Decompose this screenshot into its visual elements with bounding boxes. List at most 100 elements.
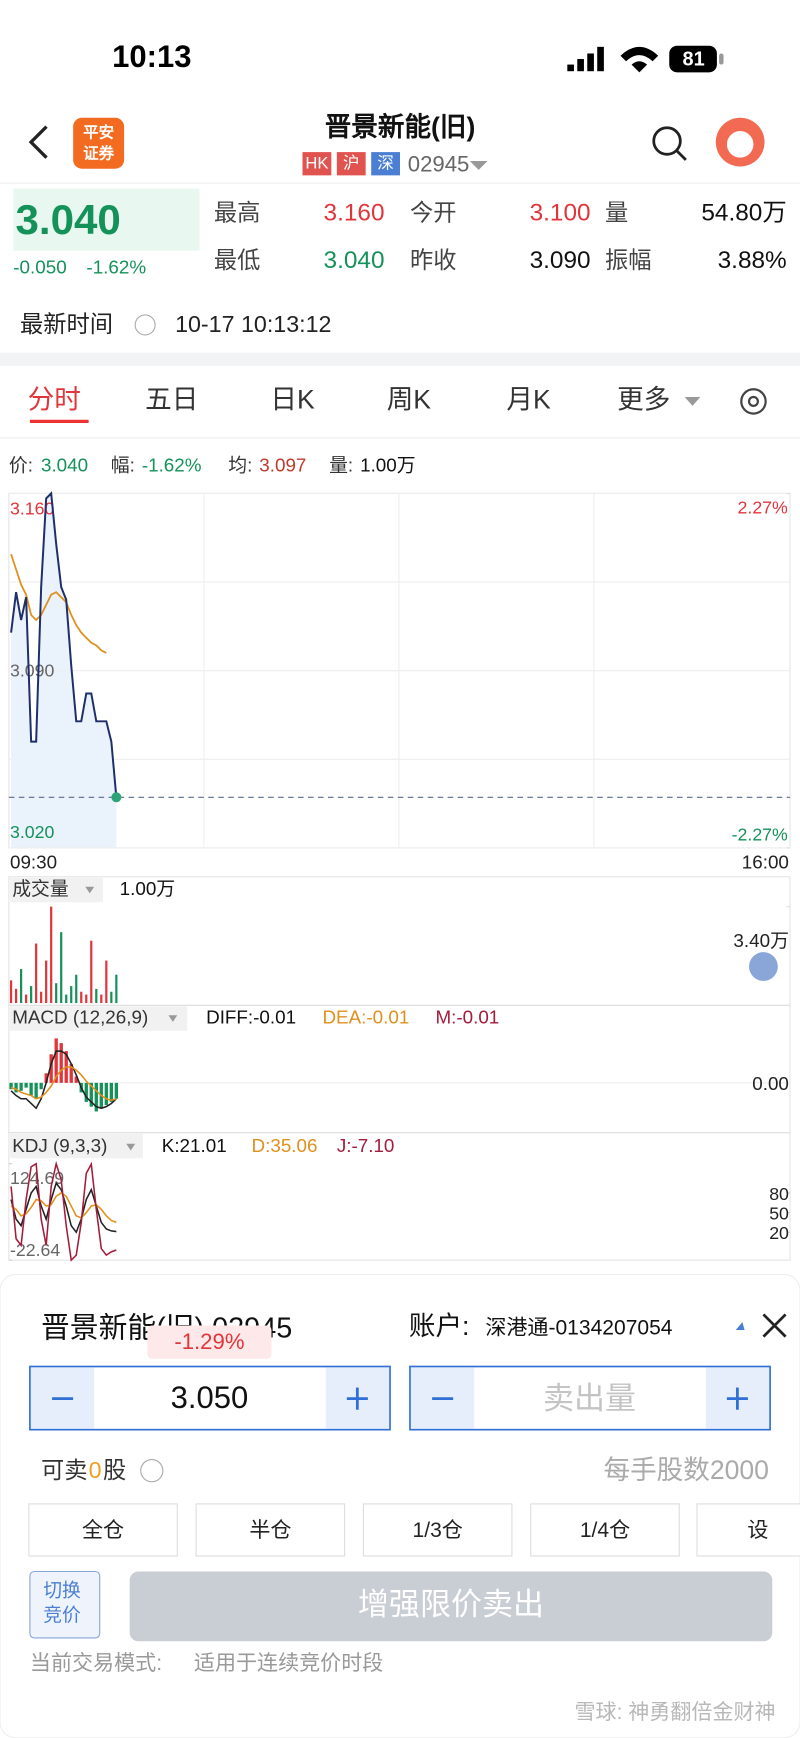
position-button-text: 1/4仓 <box>580 1518 630 1542</box>
volume-bar <box>75 974 78 1004</box>
stat-label: 今开 <box>410 199 457 225</box>
stat-value: 3.100 <box>530 200 591 227</box>
account-dropdown[interactable] <box>735 1322 745 1330</box>
settings-button[interactable] <box>740 388 767 415</box>
logo-text: 证券 <box>83 143 115 162</box>
macd-label-bg <box>9 1006 188 1031</box>
period-tab[interactable]: 周K <box>387 384 432 414</box>
position-button-text: 1/3仓 <box>413 1518 463 1542</box>
stat-label: 最低 <box>214 247 261 273</box>
switch-text: 竞价 <box>43 1604 81 1625</box>
badge-text: 沪 <box>343 154 360 173</box>
macd-bar <box>69 1063 73 1083</box>
broker-logo <box>73 117 125 169</box>
macd-bar <box>84 1082 88 1102</box>
back-button[interactable] <box>28 125 48 159</box>
macd-line <box>10 1050 117 1110</box>
volume-bar <box>30 986 33 1004</box>
period-tab[interactable]: 月K <box>506 384 551 414</box>
macd-bar <box>109 1082 113 1102</box>
position-button[interactable] <box>28 1503 178 1557</box>
market-badge <box>336 152 366 176</box>
search-button[interactable] <box>652 126 682 156</box>
indicator-value: D:35.06 <box>252 1135 318 1156</box>
panel-dropdown[interactable] <box>168 1015 178 1022</box>
y-tick-label: 0.00 <box>752 1073 789 1094</box>
signal-bar <box>597 46 604 72</box>
macd-bar <box>59 1043 63 1083</box>
y-tick-label: -22.64 <box>10 1240 60 1260</box>
position-button[interactable] <box>530 1503 680 1557</box>
period-tab[interactable]: 五日 <box>145 384 198 414</box>
battery-tip <box>719 53 724 65</box>
volume-bar <box>95 988 98 1004</box>
submit-button[interactable] <box>129 1571 773 1642</box>
info-label: 幅: <box>111 455 135 476</box>
volume-bar <box>105 960 108 1004</box>
volume-bar <box>100 994 103 1004</box>
volume-bar <box>14 988 18 1004</box>
position-button[interactable] <box>362 1503 513 1557</box>
period-tab[interactable]: 更多 <box>617 384 670 414</box>
y2-tick-label: 20 <box>769 1223 789 1243</box>
volume-bar <box>90 940 93 1004</box>
code-dropdown[interactable] <box>469 160 488 170</box>
macd-bar <box>29 1082 33 1096</box>
more-dropdown[interactable] <box>684 396 701 406</box>
qty-placeholder: 卖出量 <box>543 1381 636 1416</box>
volume-bar <box>55 983 58 1004</box>
expand-button[interactable] <box>749 952 778 981</box>
tooltip-text: -1.29% <box>174 1329 244 1354</box>
last-price: 3.040 <box>16 196 121 243</box>
volume-bar <box>65 994 68 1004</box>
account-value[interactable]: 深港通-0134207054 <box>485 1315 672 1339</box>
macd-bar <box>44 1073 48 1083</box>
macd-bar <box>104 1082 108 1106</box>
position-button-text: 全仓 <box>82 1518 124 1542</box>
period-tab[interactable]: 分时 <box>28 384 81 414</box>
signal-bar <box>587 53 594 72</box>
stat-value: 3.160 <box>324 200 385 227</box>
position-button[interactable] <box>195 1503 346 1557</box>
position-button[interactable] <box>696 1503 800 1557</box>
switch-button[interactable] <box>29 1570 101 1639</box>
stat-label: 量 <box>605 199 628 225</box>
macd-bar <box>89 1082 93 1107</box>
info-icon[interactable] <box>140 1459 164 1483</box>
signal-bar <box>567 64 574 72</box>
volume-bar <box>40 991 43 1004</box>
submit-text: 增强限价卖出 <box>358 1587 544 1622</box>
mode-value: 适用于连续竞价时段 <box>194 1651 383 1675</box>
signal-bar <box>577 59 584 72</box>
settings-center <box>747 395 760 407</box>
macd-bar <box>74 1076 78 1083</box>
info-icon[interactable] <box>134 314 156 336</box>
indicator-value: K:21.01 <box>162 1135 227 1156</box>
stat-label: 振幅 <box>605 247 652 273</box>
macd-bar <box>24 1082 28 1088</box>
stat-value: 3.090 <box>530 247 591 274</box>
panel-dropdown[interactable] <box>126 1143 136 1151</box>
market-badge <box>302 152 332 176</box>
battery-level: 81 <box>683 48 705 70</box>
indicator-value: J:-7.10 <box>337 1135 395 1156</box>
panel-dropdown[interactable] <box>85 886 95 894</box>
clock: 10:13 <box>112 39 191 74</box>
info-value: 3.040 <box>41 455 88 476</box>
volume-bar <box>60 932 63 1004</box>
close-button[interactable] <box>762 1313 787 1338</box>
market-badge <box>371 152 400 176</box>
macd-bar <box>94 1082 98 1112</box>
period-tab[interactable]: 日K <box>270 384 315 414</box>
macd-bar <box>54 1038 58 1083</box>
stock-title: 晋景新能(旧) <box>325 112 476 142</box>
avatar-face <box>726 131 754 158</box>
price-value: 3.050 <box>171 1380 249 1415</box>
stat-value: 3.040 <box>324 247 385 274</box>
info-label: 价: <box>9 455 33 476</box>
panel-title: KDJ (9,3,3) <box>12 1135 107 1156</box>
y-tick-label: 3.160 <box>10 499 54 519</box>
volume-bar <box>35 943 38 1004</box>
indicator-frame <box>8 876 791 1261</box>
